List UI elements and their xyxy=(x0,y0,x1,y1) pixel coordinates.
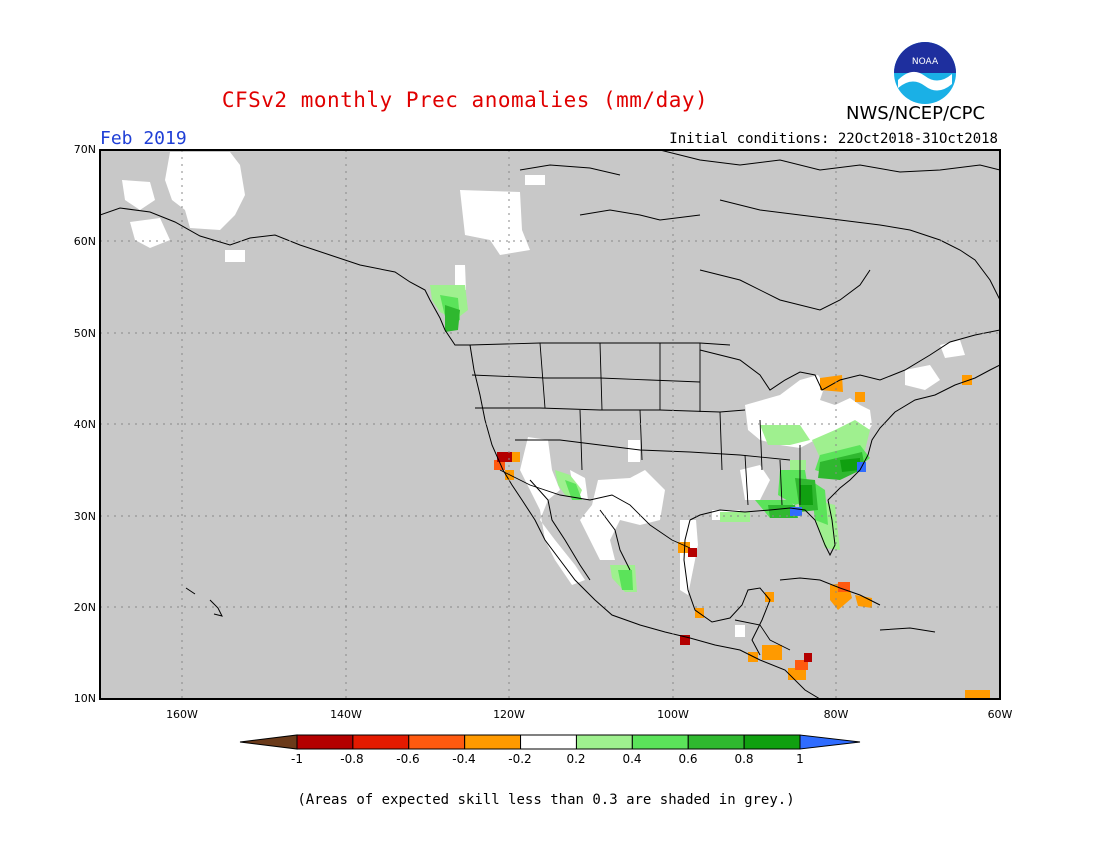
legend-swatch xyxy=(743,734,801,750)
map-frame xyxy=(99,149,1001,700)
lat-label: 70N xyxy=(73,143,96,156)
legend-label: -0.8 xyxy=(340,752,364,766)
lon-label: 120W xyxy=(493,708,525,721)
legend-swatch xyxy=(687,734,745,750)
lon-label: 100W xyxy=(657,708,689,721)
initial-conditions: Initial conditions: 22Oct2018-31Oct2018 xyxy=(669,131,998,147)
legend-swatch xyxy=(575,734,633,750)
lat-label: 60N xyxy=(73,235,96,248)
lon-label: 140W xyxy=(330,708,362,721)
noaa-logo: NOAA xyxy=(894,42,956,104)
anomaly-neg-1-0.8 xyxy=(497,452,812,662)
legend-arrow-low xyxy=(239,734,298,750)
near-normal-areas xyxy=(122,152,965,637)
lat-label: 40N xyxy=(73,418,96,431)
lat-label: 50N xyxy=(73,327,96,340)
forecast-month: Feb 2019 xyxy=(100,128,187,149)
svg-text:NOAA: NOAA xyxy=(912,57,939,67)
lon-label: 60W xyxy=(987,708,1013,721)
political-boundaries xyxy=(469,342,801,651)
lat-label: 20N xyxy=(73,601,96,614)
skill-note: (Areas of expected skill less than 0.3 a… xyxy=(297,792,795,808)
lon-label: 160W xyxy=(166,708,198,721)
legend-label: -0.6 xyxy=(396,752,420,766)
lat-label: 30N xyxy=(73,510,96,523)
legend-label: 0.4 xyxy=(622,752,642,766)
legend-label: 0.6 xyxy=(678,752,698,766)
map-title: CFSv2 monthly Prec anomalies (mm/day) xyxy=(221,88,709,112)
organization-label: NWS/NCEP/CPC xyxy=(846,103,986,124)
legend-swatch xyxy=(408,734,466,750)
legend-label: 1 xyxy=(796,752,804,766)
coastlines xyxy=(100,150,1000,699)
legend-label: 0.8 xyxy=(734,752,754,766)
lat-label: 10N xyxy=(73,692,96,705)
legend-swatch xyxy=(464,734,522,750)
legend-label: -0.2 xyxy=(508,752,532,766)
legend-label: -0.4 xyxy=(452,752,476,766)
lon-label: 80W xyxy=(823,708,849,721)
legend-swatch xyxy=(520,734,577,750)
legend-swatch xyxy=(296,734,354,750)
legend-label: -1 xyxy=(291,752,303,766)
anomaly-0.8-1 xyxy=(800,458,860,505)
graticule xyxy=(100,150,1000,699)
legend-swatch xyxy=(352,734,410,750)
legend-label: 0.2 xyxy=(566,752,586,766)
legend-arrow-high xyxy=(799,734,861,750)
legend-swatch xyxy=(631,734,689,750)
